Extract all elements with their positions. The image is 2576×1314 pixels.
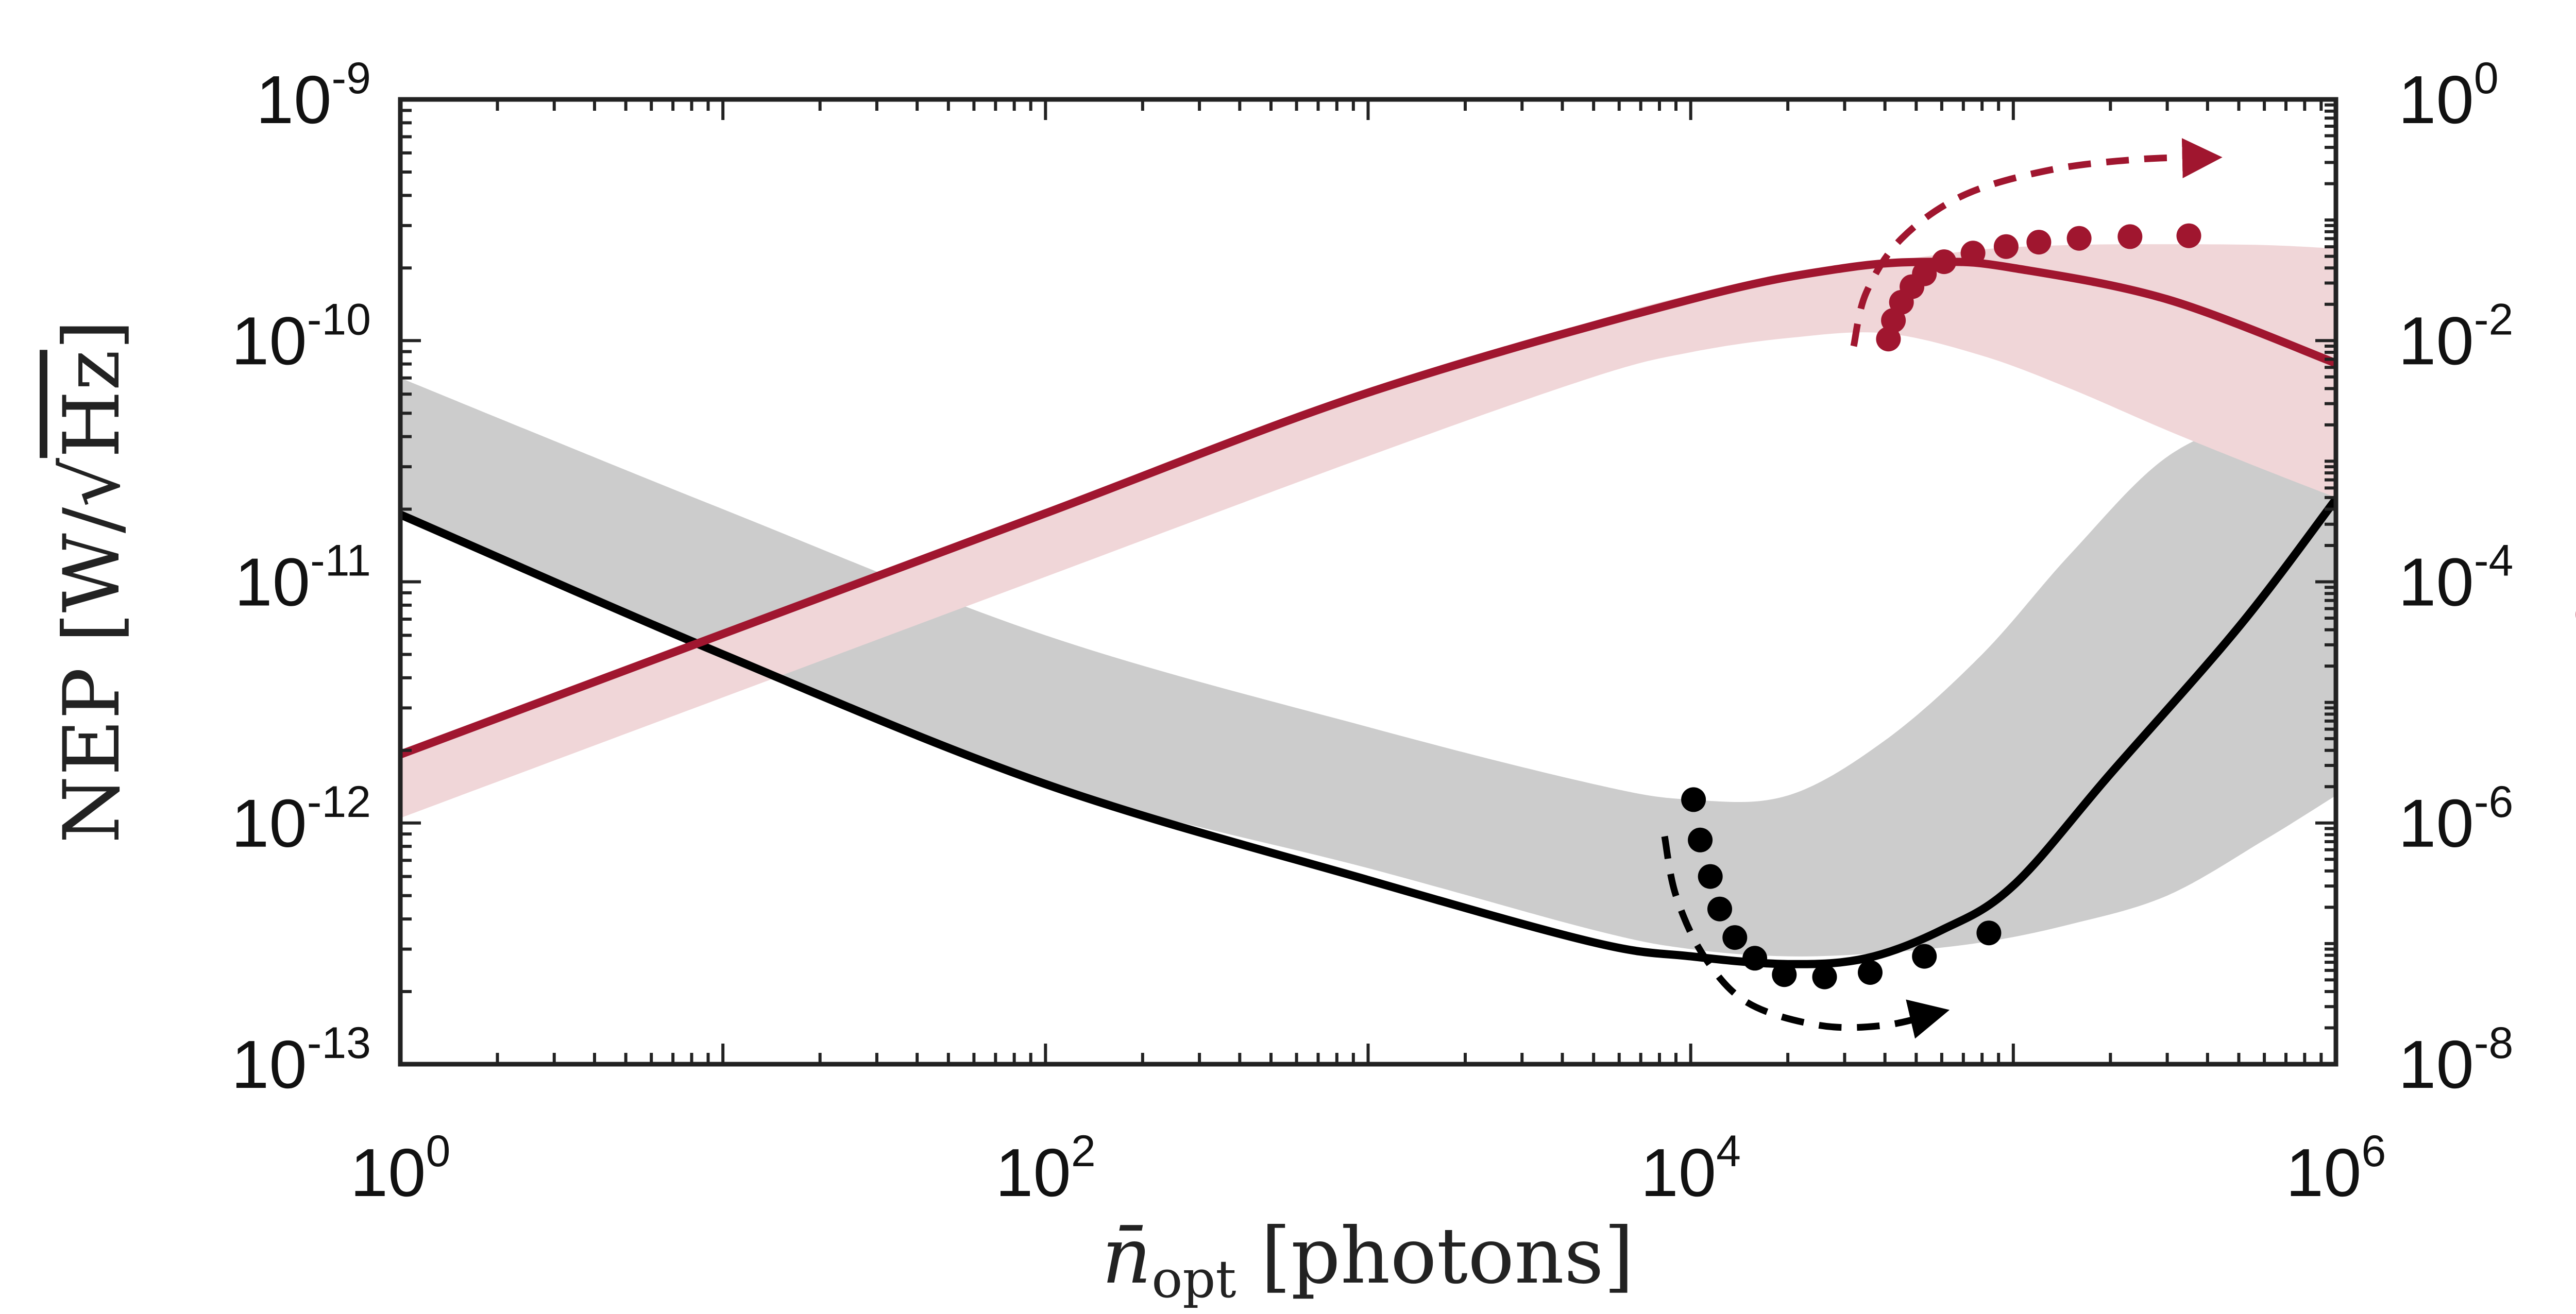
nep-data-point bbox=[1681, 787, 1706, 812]
y-axis-title-left-sqrt: √ bbox=[47, 458, 137, 507]
y-right-tick-label-exp: -2 bbox=[2474, 295, 2513, 344]
y-left-tick-label-base: 10 bbox=[234, 544, 310, 620]
nep-data-point bbox=[1742, 946, 1768, 971]
nep-data-point bbox=[1976, 920, 2002, 946]
eta-om-data-point bbox=[2066, 226, 2092, 251]
y-right-tick-label-exp: -4 bbox=[2474, 536, 2513, 586]
eta-om-trend-arrow bbox=[1850, 138, 2223, 347]
eta-om-data-point bbox=[1931, 249, 1957, 275]
tick-labels: 100 102 104 10610-910-1010-1110-1210-131001… bbox=[231, 54, 2513, 1210]
y-axis-title-right: ηOM bbox=[2541, 509, 2576, 653]
nep-data-point bbox=[1858, 960, 1883, 985]
y-left-tick-label: 10-13 bbox=[231, 1018, 371, 1102]
nep-data-point bbox=[1688, 827, 1713, 852]
x-axis-title-sub: opt bbox=[1151, 1249, 1236, 1309]
eta-om-data-point bbox=[2176, 223, 2201, 248]
x-tick-label: 100 bbox=[350, 1127, 451, 1210]
nep-data-point bbox=[1698, 864, 1723, 889]
line-layer bbox=[400, 258, 2336, 968]
plot-area bbox=[400, 138, 2336, 1039]
y-axis-title-left: NEP [W/√Hz] bbox=[47, 320, 137, 844]
y-left-tick-label: 10-11 bbox=[234, 536, 371, 620]
nep-data-point bbox=[1912, 944, 1937, 969]
eta-om-data-point bbox=[1912, 261, 1937, 286]
x-axis-title-rest: [photons] bbox=[1236, 1211, 1634, 1301]
band-layer bbox=[400, 244, 2336, 957]
y-right-tick-label: 10-4 bbox=[2398, 536, 2513, 620]
y-left-tick-label-base: 10 bbox=[231, 303, 307, 379]
x-tick-label: 104 bbox=[1640, 1127, 1741, 1210]
y-left-tick-label-exp: -9 bbox=[332, 54, 371, 103]
x-tick-label-base: 10 bbox=[995, 1135, 1071, 1210]
y-axis-title-left-post: ] bbox=[47, 320, 137, 350]
nep-theory-line bbox=[400, 495, 2336, 968]
eta-om-theory-line bbox=[400, 258, 2336, 759]
nep-data-point bbox=[1722, 925, 1748, 950]
y-left-tick-label-base: 10 bbox=[231, 1027, 307, 1102]
y-right-tick-label: 10-8 bbox=[2398, 1018, 2513, 1102]
y-left-tick-label-exp: -12 bbox=[307, 777, 371, 827]
y-left-tick-label-exp: -10 bbox=[307, 295, 371, 344]
x-tick-label-exp: 4 bbox=[1716, 1127, 1741, 1176]
eta-om-band bbox=[400, 244, 2336, 818]
nep-band bbox=[400, 378, 2336, 957]
x-tick-label-base: 10 bbox=[1640, 1135, 1716, 1210]
y-axis-title-right-base: η bbox=[2541, 601, 2576, 654]
x-tick-label-exp: 6 bbox=[2361, 1127, 2386, 1176]
nep-data-point bbox=[1772, 962, 1797, 987]
y-right-tick-label-base: 10 bbox=[2398, 544, 2474, 620]
nep-trend-arrow bbox=[1661, 835, 1950, 1039]
y-right-tick-label-base: 10 bbox=[2398, 62, 2474, 138]
y-right-tick-label-base: 10 bbox=[2398, 303, 2474, 379]
eta-om-data-point bbox=[1993, 234, 2019, 259]
y-left-tick-label-exp: -13 bbox=[307, 1018, 371, 1068]
y-right-tick-label: 10-6 bbox=[2398, 777, 2513, 861]
y-left-tick-label-base: 10 bbox=[231, 786, 307, 861]
eta-om-data-point bbox=[2117, 224, 2143, 249]
x-tick-label-base: 10 bbox=[2286, 1135, 2362, 1210]
nep-data-point bbox=[1707, 896, 1732, 921]
nep-data-point bbox=[1812, 964, 1837, 989]
y-right-tick-label-base: 10 bbox=[2398, 786, 2474, 861]
y-right-tick-label-exp: -6 bbox=[2474, 777, 2513, 827]
y-axis-title-left-pre: NEP [W/ bbox=[47, 507, 137, 843]
y-axis-title-left-hz: Hz bbox=[47, 350, 137, 458]
eta-om-data-point bbox=[1960, 241, 1986, 266]
y-left-tick-label: 10-9 bbox=[256, 54, 371, 138]
x-tick-label-exp: 2 bbox=[1071, 1127, 1096, 1176]
x-tick-label: 102 bbox=[995, 1127, 1096, 1210]
tick-marks bbox=[399, 98, 2337, 1066]
y-right-tick-label: 10-2 bbox=[2398, 295, 2513, 379]
x-axis-title: n̄opt [photons] bbox=[1102, 1211, 1634, 1309]
x-tick-label-exp: 0 bbox=[426, 1127, 450, 1176]
y-right-tick-label-base: 10 bbox=[2398, 1027, 2474, 1102]
x-tick-label: 106 bbox=[2286, 1127, 2386, 1210]
y-right-tick-label: 100 bbox=[2398, 54, 2499, 138]
y-left-tick-label-base: 10 bbox=[256, 62, 332, 138]
eta-om-data-point bbox=[1876, 327, 1901, 352]
y-left-tick-label: 10-10 bbox=[231, 295, 371, 379]
y-left-tick-label: 10-12 bbox=[231, 777, 371, 861]
point-layer bbox=[1681, 223, 2201, 989]
y-left-tick-label-exp: -11 bbox=[310, 536, 371, 586]
x-axis-title-base: n̄ bbox=[1102, 1211, 1152, 1301]
x-tick-label-base: 10 bbox=[350, 1135, 426, 1210]
y-right-tick-label-exp: -8 bbox=[2474, 1018, 2513, 1068]
arrow-layer bbox=[1661, 138, 2223, 1039]
eta-om-data-point bbox=[2026, 230, 2052, 255]
y-right-tick-label-exp: 0 bbox=[2474, 54, 2499, 103]
